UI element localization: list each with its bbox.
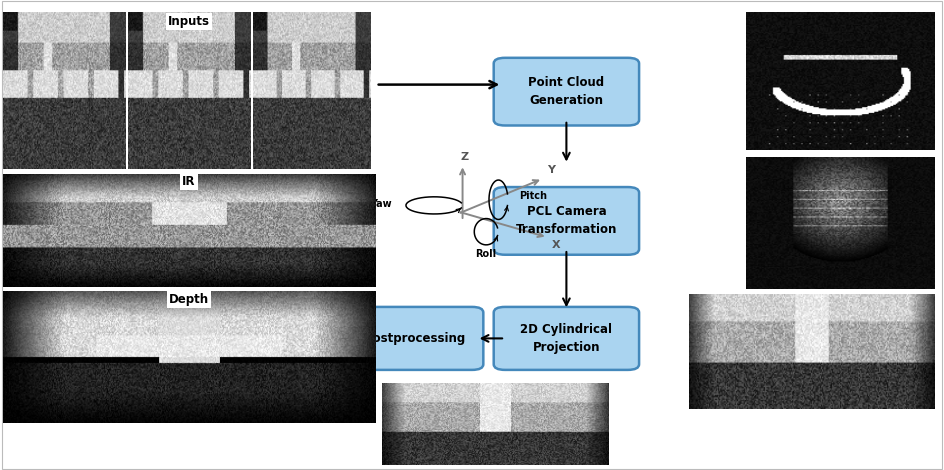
Text: Inputs: Inputs xyxy=(168,15,210,28)
Text: Postprocessing: Postprocessing xyxy=(364,332,466,345)
Text: X: X xyxy=(552,240,561,250)
Text: Pitch: Pitch xyxy=(519,191,548,201)
Text: 2D Cylindrical
Projection: 2D Cylindrical Projection xyxy=(520,323,613,354)
Text: IR: IR xyxy=(182,175,195,188)
FancyBboxPatch shape xyxy=(494,187,639,255)
FancyBboxPatch shape xyxy=(494,58,639,125)
Text: Depth: Depth xyxy=(169,293,209,306)
Text: Point Cloud
Generation: Point Cloud Generation xyxy=(529,76,604,107)
Text: Roll: Roll xyxy=(476,249,497,259)
Text: Y: Y xyxy=(548,165,555,175)
Text: PCL Camera
Transformation: PCL Camera Transformation xyxy=(515,205,617,236)
Text: Yaw: Yaw xyxy=(370,198,392,209)
FancyBboxPatch shape xyxy=(347,307,483,370)
FancyBboxPatch shape xyxy=(494,307,639,370)
Text: Z: Z xyxy=(461,152,468,162)
